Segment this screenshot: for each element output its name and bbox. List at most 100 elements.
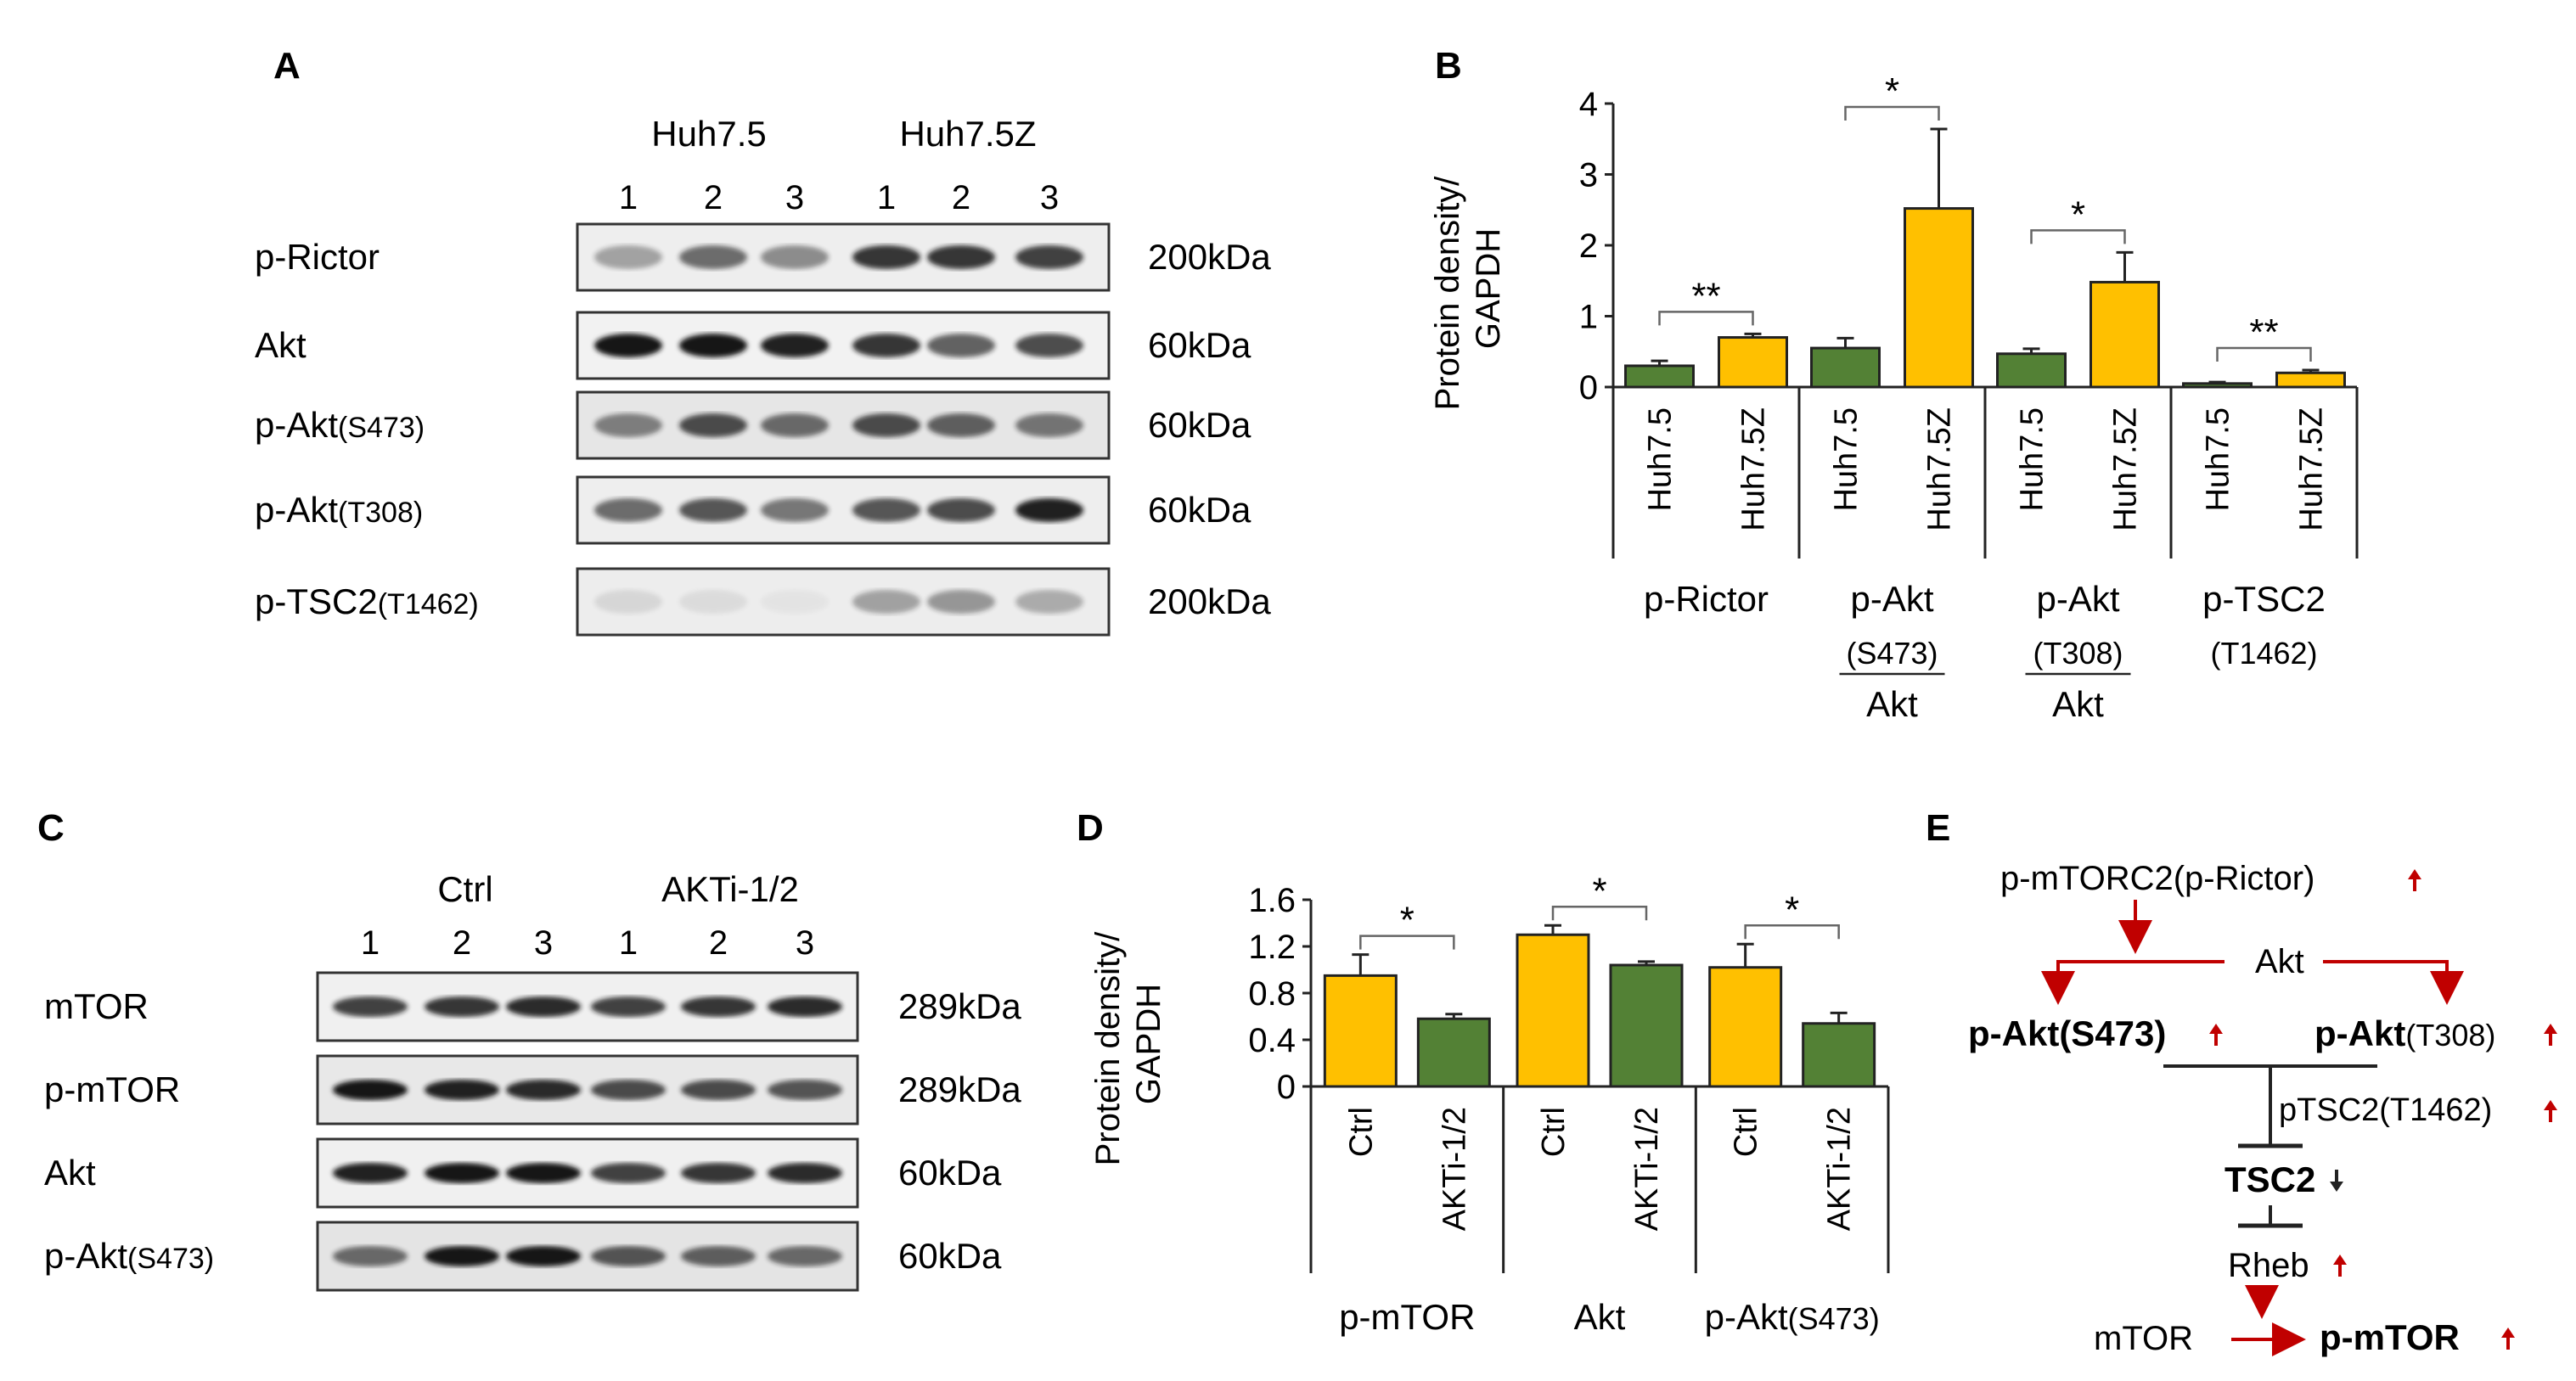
y-tick-label: 0.4 bbox=[1248, 1022, 1296, 1059]
protein-band bbox=[506, 1163, 581, 1183]
molecular-weight-label: 60kDa bbox=[1148, 325, 1251, 365]
y-tick-label: 3 bbox=[1579, 157, 1598, 194]
x-tick-label: Huh7.5 bbox=[1643, 407, 1679, 512]
node-mtor: mTOR bbox=[2094, 1320, 2193, 1357]
protein-band bbox=[594, 334, 662, 357]
blot-group-label: Huh7.5Z bbox=[899, 114, 1036, 154]
molecular-weight-label: 289kDa bbox=[898, 986, 1021, 1026]
blot-group-label: AKTi-1/2 bbox=[661, 869, 799, 909]
protein-band bbox=[506, 1246, 581, 1266]
lane-number: 2 bbox=[453, 924, 471, 962]
panel-letter-c: C bbox=[37, 807, 65, 849]
protein-band bbox=[1015, 334, 1083, 357]
blot-row-label: p-Akt(T308) bbox=[255, 490, 423, 530]
panel-letter-a: A bbox=[273, 45, 301, 87]
protein-band bbox=[591, 1080, 666, 1100]
protein-band bbox=[768, 1163, 842, 1183]
bar bbox=[1323, 974, 1398, 1088]
panel-c-western-blot: Ctrl AKTi-1/2 1 2 3 1 2 3 mTOR 289kDa p-mTOR 289… bbox=[44, 869, 1021, 1292]
protein-band bbox=[591, 1163, 666, 1183]
bar bbox=[1718, 336, 1788, 389]
node-tsc2: TSC2 bbox=[2224, 1159, 2315, 1199]
group-label-sub: (S473) bbox=[1788, 1301, 1880, 1336]
significance-marker: ** bbox=[1691, 275, 1720, 317]
protein-band bbox=[768, 1246, 842, 1266]
protein-band bbox=[852, 245, 920, 269]
protein-band bbox=[594, 413, 662, 437]
blot-row-label: Akt bbox=[255, 325, 307, 365]
molecular-weight-label: 60kDa bbox=[1148, 405, 1251, 445]
blot-row-label: p-Rictor bbox=[255, 237, 380, 277]
y-axis-label: Protein density/ GAPDH bbox=[1429, 167, 1507, 411]
group-label: Akt bbox=[2052, 684, 2104, 724]
molecular-weight-label: 200kDa bbox=[1148, 237, 1271, 277]
protein-band bbox=[679, 498, 747, 522]
blot-row-label-main: p-mTOR bbox=[44, 1069, 180, 1109]
panel-letter-e: E bbox=[1926, 807, 1950, 849]
x-tick-label: Ctrl bbox=[1729, 1107, 1764, 1157]
protein-band bbox=[1015, 413, 1083, 437]
lane-number: 2 bbox=[709, 924, 728, 962]
x-tick-label: Huh7.5Z bbox=[1736, 407, 1772, 531]
lane-number: 3 bbox=[534, 924, 553, 962]
group-label: p-Rictor bbox=[1644, 579, 1769, 619]
bar bbox=[1609, 963, 1684, 1088]
significance-bracket bbox=[1551, 906, 1648, 921]
significance-bracket bbox=[1844, 105, 1940, 121]
protein-band bbox=[761, 413, 829, 437]
molecular-weight-label: 60kDa bbox=[898, 1153, 1002, 1193]
bar bbox=[1708, 966, 1783, 1088]
significance-marker: ** bbox=[2249, 312, 2278, 353]
up-arrow-icon bbox=[2544, 1024, 2557, 1046]
protein-band bbox=[594, 498, 662, 522]
blot-group-label: Ctrl bbox=[437, 869, 492, 909]
node-p-mtorc2: p-mTORC2(p-Rictor) bbox=[2000, 860, 2314, 897]
protein-band bbox=[681, 1163, 756, 1183]
significance-marker: * bbox=[1785, 889, 1799, 930]
protein-band bbox=[506, 1080, 581, 1100]
protein-band bbox=[333, 996, 408, 1017]
protein-band bbox=[679, 245, 747, 269]
node-ptsc2: pTSC2(T1462) bbox=[2279, 1092, 2492, 1128]
activation-arrow bbox=[2323, 960, 2464, 1005]
node-p-akt-t308: p-Akt(T308) bbox=[2314, 1013, 2495, 1053]
significance-marker: * bbox=[2071, 194, 2085, 235]
protein-band bbox=[679, 413, 747, 437]
x-tick-label: Huh7.5Z bbox=[2294, 407, 2330, 531]
y-tick-label: 1 bbox=[1579, 299, 1598, 336]
bar bbox=[1904, 207, 1974, 389]
panel-b-bar-chart: Protein density/ GAPDH 0 1 2 3 4 Huh7.5 Huh7.5… bbox=[1429, 70, 2359, 724]
x-tick-label: Huh7.5 bbox=[1829, 407, 1865, 512]
group-label: (T308) bbox=[2033, 636, 2123, 671]
node-akt: Akt bbox=[2255, 943, 2304, 980]
significance-bracket bbox=[2030, 229, 2126, 244]
significance-marker: * bbox=[1885, 70, 1899, 112]
group-label: p-Akt bbox=[1850, 579, 1933, 619]
panel-letter-b: B bbox=[1435, 45, 1462, 87]
significance-bracket bbox=[2216, 346, 2312, 362]
molecular-weight-label: 60kDa bbox=[1148, 490, 1251, 530]
group-label: p-Akt bbox=[2036, 579, 2119, 619]
protein-band bbox=[761, 334, 829, 357]
protein-band bbox=[333, 1080, 408, 1100]
protein-band bbox=[681, 1246, 756, 1266]
activation-arrow bbox=[2041, 960, 2224, 1005]
group-label-main: Akt bbox=[1574, 1297, 1626, 1337]
blot-row-label: p-Akt(S473) bbox=[44, 1236, 214, 1276]
molecular-weight-label: 289kDa bbox=[898, 1069, 1021, 1109]
bar bbox=[1996, 352, 2067, 389]
significance-bracket bbox=[1359, 935, 1455, 950]
molecular-weight-label: 200kDa bbox=[1148, 581, 1271, 621]
protein-band bbox=[333, 1246, 408, 1266]
up-arrow-icon bbox=[2544, 1100, 2557, 1122]
protein-band bbox=[1015, 590, 1083, 614]
lane-number: 3 bbox=[785, 179, 804, 216]
protein-band bbox=[852, 498, 920, 522]
x-tick-label: Huh7.5 bbox=[2015, 407, 2050, 512]
protein-band bbox=[927, 590, 995, 614]
protein-band bbox=[768, 1080, 842, 1100]
y-tick-label: 1.2 bbox=[1248, 929, 1296, 966]
lane-number: 2 bbox=[952, 179, 970, 216]
group-label: Akt bbox=[1866, 684, 1918, 724]
blot-row-label-main: p-Rictor bbox=[255, 237, 380, 277]
